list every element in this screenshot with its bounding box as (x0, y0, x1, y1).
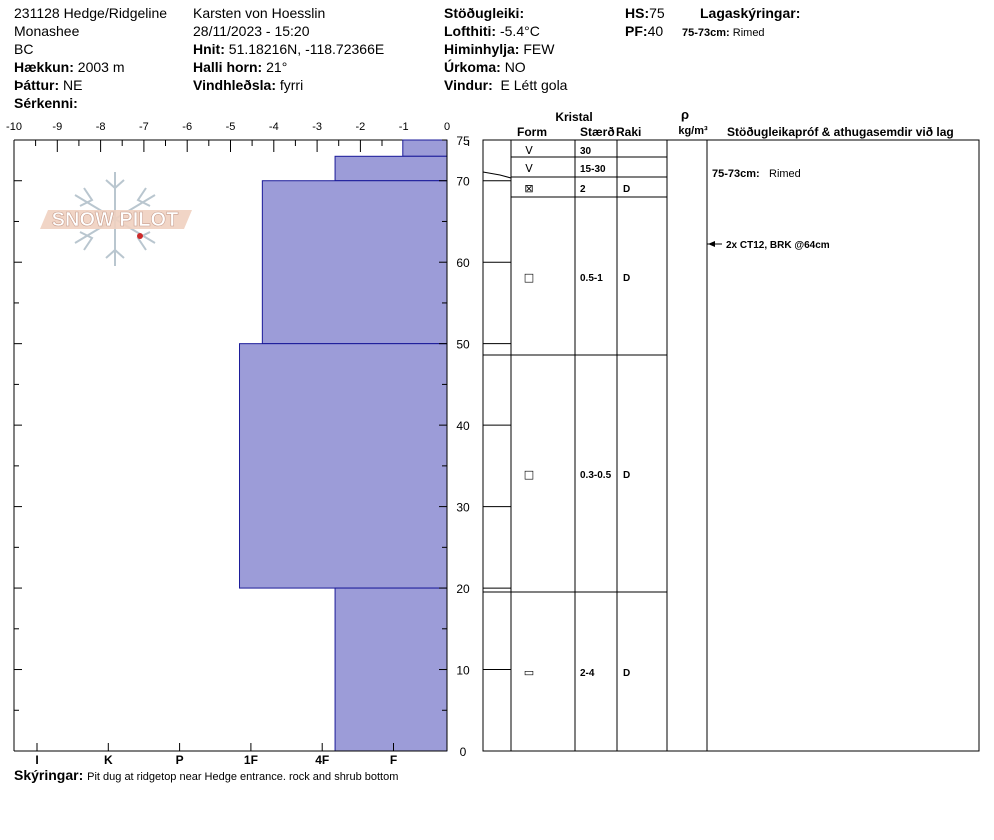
header-col-observer: Karsten von Hoesslin 28/11/2023 - 15:20 … (193, 4, 384, 94)
snow-height: HS:75 (625, 5, 665, 21)
hardness-tick-label: K (104, 753, 113, 767)
wind-loading: Vindhleðsla: fyrri (193, 77, 304, 93)
crystal-size: 30 (580, 146, 592, 157)
hardness-tick-label: 1F (244, 753, 258, 767)
hardness-tick-label: P (176, 753, 184, 767)
height-tick-label: 10 (456, 664, 470, 678)
precipitation: Úrkoma: NO (444, 59, 526, 75)
table-frame (482, 139, 980, 752)
layer-table-headers: Kristal Form Stærð Raki ρ kg/m³ Stöðugle… (517, 107, 954, 251)
stability: Stöðugleiki: (444, 5, 525, 21)
coordinates: Hnit: 51.18216N, -118.72366E (193, 41, 385, 57)
crystal-form-icon: □ (524, 271, 534, 284)
moisture-value: D (623, 273, 630, 284)
crystal-form-icon: □ (524, 468, 534, 481)
height-tick-label: 0 (460, 745, 467, 759)
density-unit: kg/m³ (678, 125, 708, 137)
moisture-value: D (623, 470, 630, 481)
temp-tick-label: -1 (399, 121, 409, 133)
snowpilot-logo: SNOW PILOT (40, 172, 192, 266)
temp-tick-label: -2 (356, 121, 366, 133)
logo-text: SNOW PILOT (52, 209, 179, 231)
connector-line (482, 171, 512, 179)
crystal-form-icon: ▭ (524, 666, 534, 679)
crystal-form-icon: ⊠ (524, 182, 533, 195)
hardness-bar (334, 587, 448, 752)
region-name: BC (14, 41, 34, 57)
range-name: Monashee (14, 23, 80, 39)
moisture-value: D (623, 668, 630, 679)
temp-tick-label: -6 (182, 121, 192, 133)
height-tick-label: 70 (456, 175, 470, 189)
size-header: Stærð (580, 125, 615, 139)
temperature-axis: -10 -9 -8 -7 -6 -5 -4 -3 -2 -1 0 (6, 121, 470, 152)
height-axis: 75 70 60 50 40 30 20 10 0 (14, 134, 511, 759)
layer-notes-title: Lagaskýringar: (700, 5, 801, 21)
logo-dot (137, 233, 143, 239)
temp-tick-label: -8 (96, 121, 106, 133)
hardness-tick-label: 4F (315, 753, 329, 767)
temp-tick-label: -3 (312, 121, 322, 133)
crystal-size: 2-4 (580, 668, 595, 679)
header-col-site: 231128 Hedge/Ridgeline Monashee BC Hækku… (14, 4, 167, 112)
density-symbol: ρ (681, 107, 689, 122)
logo-banner (40, 210, 192, 229)
hardness-tick-label: F (390, 753, 397, 767)
footer-notes: Skýringar: Pit dug at ridgetop near Hedg… (14, 767, 399, 783)
air-temperature: Lofthiti: -5.4°C (444, 23, 540, 39)
crystal-size: 15-30 (580, 164, 606, 175)
moisture-value: D (623, 184, 630, 195)
wind: Vindur: E Létt gola (444, 77, 568, 93)
plot-frame (13, 140, 448, 752)
site-name: 231128 Hedge/Ridgeline (14, 5, 168, 21)
header-col-depth: HS:75 PF:40 (625, 4, 665, 40)
hardness-tick-label: I (35, 753, 38, 767)
observation-datetime: 28/11/2023 - 15:20 (193, 23, 310, 39)
moisture-header: Raki (616, 125, 641, 139)
aspect: Þáttur: NE (14, 77, 83, 93)
comment-range: 75-73cm: (712, 168, 760, 180)
features: Sérkenni: (14, 95, 78, 111)
layer-note: 75-73cm: Rimed (682, 27, 765, 39)
hardness-bar (261, 180, 448, 345)
temp-tick-label: -5 (226, 121, 236, 133)
tests-header: Stöðugleikapróf & athugasemdir við lag (727, 125, 954, 139)
hardness-bar (239, 343, 448, 589)
penetration-foot: PF:40 (625, 23, 664, 39)
height-tick-label: 20 (456, 582, 470, 596)
elevation: Hækkun: 2003 m (14, 59, 125, 75)
observer-name: Karsten von Hoesslin (193, 5, 326, 21)
height-tick-label: 50 (456, 338, 470, 352)
crystal-form-icon: V (525, 144, 533, 157)
temp-tick-label: 0 (444, 121, 450, 133)
crystal-size: 0.3-0.5 (580, 470, 612, 481)
crystal-size: 0.5-1 (580, 273, 603, 284)
comment-text: Rimed (769, 168, 801, 180)
slope-angle: Halli horn: 21° (193, 59, 288, 75)
test-arrow-icon (708, 241, 715, 247)
hardness-bar (334, 155, 448, 182)
height-tick-label: 40 (456, 419, 470, 433)
hardness-axis: I K P 1F 4F F (35, 743, 397, 767)
height-tick-label: 30 (456, 501, 470, 515)
temp-tick-label: -9 (52, 121, 62, 133)
height-tick-label: 75 (456, 134, 470, 148)
hardness-bars (239, 139, 448, 752)
form-header: Form (517, 125, 547, 139)
header-col-layer-notes: Lagaskýringar: 75-73cm: Rimed (682, 4, 800, 42)
header-col-weather: Stöðugleiki: Lofthiti: -5.4°C Himinhylja… (444, 4, 567, 94)
crystal-header: Kristal (555, 110, 592, 124)
crystal-form-icon: V (525, 162, 533, 175)
sky-cover: Himinhylja: FEW (444, 41, 555, 57)
height-tick-label: 60 (456, 256, 470, 270)
layer-table: V 30 V 15-30 ⊠ 2 D □ 0.5-1 D □ 0.3-0.5 D ▭ 2-4 D (482, 139, 980, 752)
test-result: 2x CT12, BRK @64cm (726, 240, 830, 251)
crystal-size: 2 (580, 184, 586, 195)
temp-tick-label: -10 (6, 121, 22, 133)
temp-tick-label: -4 (269, 121, 279, 133)
temp-tick-label: -7 (139, 121, 149, 133)
hardness-bar (402, 139, 448, 157)
